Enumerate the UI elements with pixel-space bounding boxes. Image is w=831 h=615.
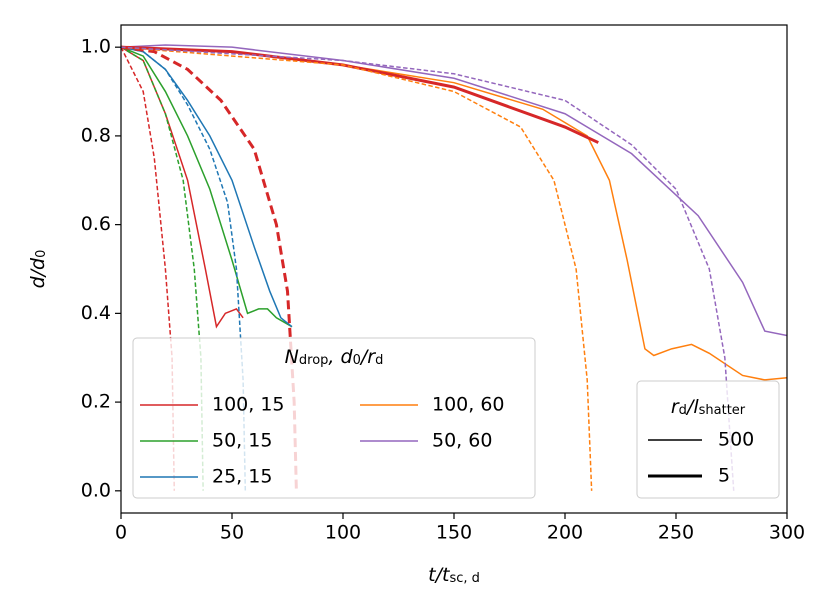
legend-label: 50, 60 — [432, 430, 492, 452]
legend-title: rd/lshatter — [671, 396, 746, 418]
legend-label: 5 — [718, 465, 730, 487]
legend-box — [132, 337, 536, 499]
line — [121, 46, 204, 491]
x-tick-label: 150 — [436, 522, 472, 544]
legend-title-part: /l — [685, 396, 699, 418]
line — [121, 45, 298, 491]
line — [121, 46, 244, 329]
x-tick-label: 250 — [658, 522, 694, 544]
y-tick-label: 1.0 — [81, 36, 111, 58]
x-tick-label: 200 — [547, 522, 583, 544]
x-tick-label: 50 — [220, 522, 244, 544]
legend-title-part: d — [375, 353, 383, 368]
y-tick-label: 0.2 — [81, 391, 111, 413]
line — [121, 46, 735, 491]
y-axis-label-part: 0 — [34, 250, 49, 258]
legend-label: 50, 15 — [212, 430, 272, 452]
x-axis-label-part: t/t — [428, 564, 451, 586]
y-tick-label: 0.0 — [81, 479, 111, 501]
legend-title-part: /r — [359, 346, 376, 368]
line — [121, 45, 599, 144]
line — [121, 46, 787, 381]
y-tick-label: 0.4 — [81, 302, 111, 324]
x-axis-label: t/tsc, d — [428, 564, 480, 586]
x-tick-label: 100 — [325, 522, 361, 544]
x-axis-label-part: sc, d — [449, 571, 479, 586]
legend-title-part: 0 — [353, 353, 361, 368]
legend-title-part: drop — [299, 353, 329, 368]
legend-label: 100, 15 — [212, 394, 285, 416]
legend-label: 500 — [718, 429, 754, 451]
line — [121, 46, 593, 491]
legend-title-part: , d — [328, 346, 353, 368]
x-tick-label: 300 — [769, 522, 805, 544]
x-tick-label: 0 — [115, 522, 127, 544]
line — [121, 44, 787, 337]
y-axis-label-part: d/d — [27, 257, 49, 288]
legend-label: 100, 60 — [432, 394, 505, 416]
y-tick-label: 0.6 — [81, 213, 111, 235]
legend-title-part: shatter — [699, 403, 746, 418]
legend-title-part: N — [285, 346, 299, 368]
legend-box — [636, 380, 780, 499]
legend-title-part: r — [671, 396, 680, 418]
legend-title-part: d — [679, 403, 687, 418]
line — [121, 46, 293, 328]
y-tick-label: 0.8 — [81, 124, 111, 146]
legend-title: Ndrop, d0/rd — [285, 346, 384, 368]
legend-label: 25, 15 — [212, 466, 272, 488]
y-axis-label: d/d0 — [27, 250, 49, 289]
